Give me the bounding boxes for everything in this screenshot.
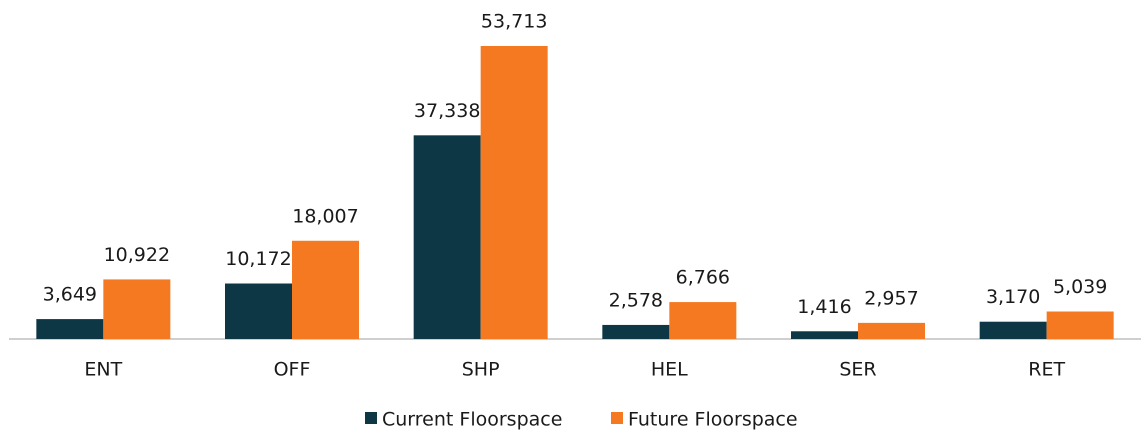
bar: [413, 135, 481, 339]
x-tick-label: SER: [839, 359, 876, 381]
data-label: 6,766: [676, 267, 730, 289]
legend-swatch: [365, 412, 377, 424]
data-label: 3,170: [986, 286, 1040, 308]
data-label: 18,007: [292, 205, 358, 227]
legend-swatch: [611, 412, 623, 424]
data-label: 10,922: [104, 244, 170, 266]
legend-label: Current Floorspace: [382, 409, 562, 431]
x-tick-label: RET: [1028, 359, 1065, 381]
bar: [858, 322, 925, 339]
bar: [979, 321, 1047, 339]
x-tick-label: ENT: [84, 359, 122, 381]
bar: [103, 279, 171, 339]
data-label: 5,039: [1053, 276, 1107, 298]
data-label: 2,578: [609, 289, 663, 311]
x-tick-label: SHP: [462, 359, 500, 381]
x-tick-label: OFF: [274, 359, 311, 381]
data-label: 3,649: [43, 284, 97, 306]
bar: [669, 302, 737, 339]
bar: [292, 240, 359, 339]
bar: [602, 324, 670, 339]
bar: [225, 283, 292, 339]
data-label: 1,416: [797, 296, 851, 318]
bar: [36, 319, 104, 339]
x-tick-label: HEL: [651, 359, 688, 381]
data-label: 2,957: [864, 287, 918, 309]
legend-label: Future Floorspace: [628, 409, 798, 431]
data-label: 53,713: [481, 11, 547, 33]
data-label: 37,338: [414, 100, 480, 122]
bar: [791, 331, 858, 339]
bar: [1046, 311, 1114, 339]
data-label: 10,172: [225, 248, 291, 270]
bar: [480, 46, 548, 339]
